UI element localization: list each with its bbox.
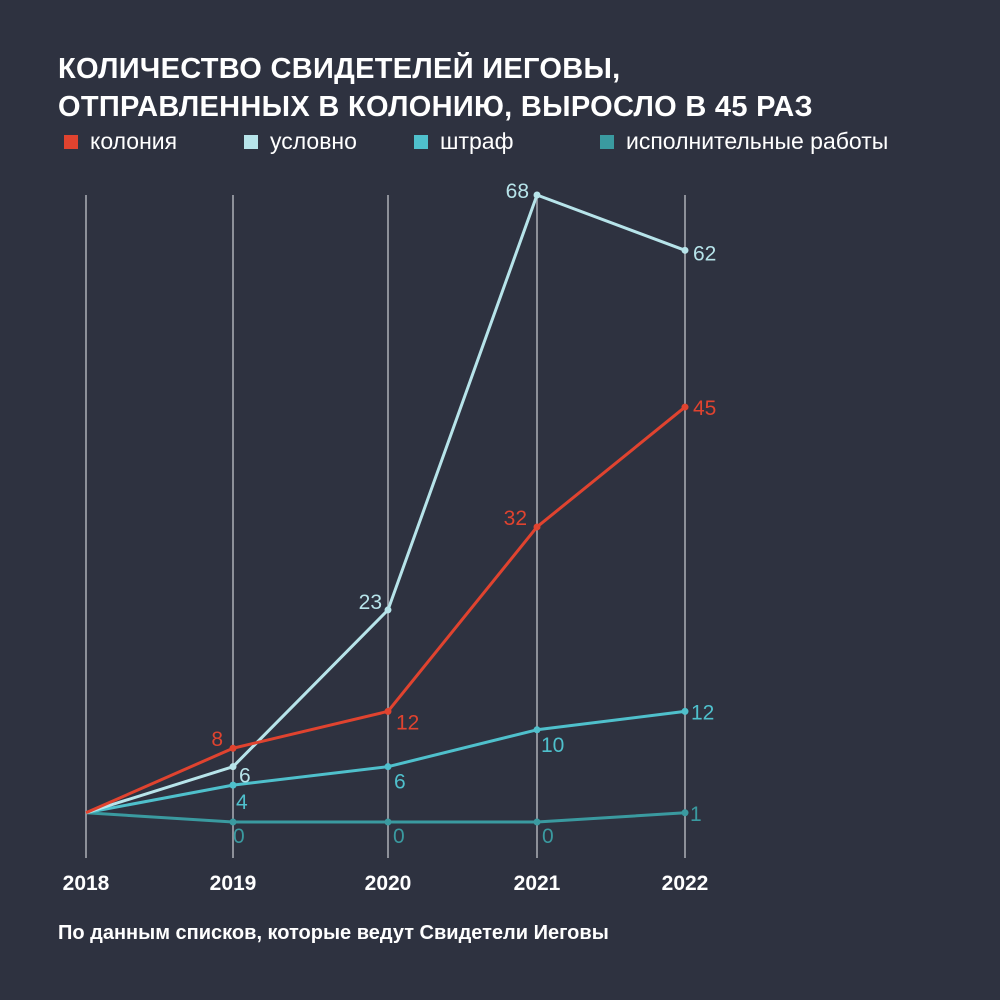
legend: колония условно штраф исполнительные раб… bbox=[0, 128, 1000, 156]
legend-swatch-colony bbox=[64, 134, 78, 149]
chart-title: КОЛИЧЕСТВО СВИДЕТЕЛЕЙ ИЕГОВЫ, ОТПРАВЛЕНН… bbox=[58, 50, 958, 126]
data-label-1-2020: 23 bbox=[359, 591, 382, 614]
x-tick-label-2021: 2021 bbox=[514, 872, 561, 895]
x-tick-label-2019: 2019 bbox=[210, 872, 257, 895]
data-point-2-2019 bbox=[229, 781, 237, 789]
data-point-2-2020 bbox=[384, 763, 392, 771]
data-label-2-2022: 12 bbox=[691, 701, 714, 724]
data-label-1-2022: 62 bbox=[693, 242, 716, 265]
data-label-3-2021: 0 bbox=[542, 825, 554, 848]
data-label-0-2020: 12 bbox=[396, 711, 419, 734]
data-point-1-2022 bbox=[681, 246, 689, 254]
data-label-3-2022: 1 bbox=[690, 803, 702, 826]
legend-item-fine: штраф bbox=[414, 128, 514, 155]
legend-item-suspended: условно bbox=[244, 128, 357, 155]
series-line-1 bbox=[85, 193, 686, 815]
data-label-3-2020: 0 bbox=[393, 825, 405, 848]
data-point-3-2021 bbox=[533, 818, 541, 826]
data-point-0-2020 bbox=[384, 707, 392, 715]
legend-swatch-fine bbox=[414, 134, 428, 149]
legend-label-colony: колония bbox=[90, 128, 178, 154]
legend-swatch-correctional-work bbox=[600, 134, 614, 149]
data-point-2-2021 bbox=[533, 726, 541, 734]
data-label-0-2022: 45 bbox=[693, 397, 716, 420]
x-tick-label-2018: 2018 bbox=[63, 872, 110, 895]
data-point-1-2019 bbox=[229, 763, 237, 771]
data-point-0-2022 bbox=[681, 403, 689, 411]
data-point-0-2021 bbox=[533, 523, 541, 531]
data-label-0-2021: 32 bbox=[504, 507, 527, 530]
data-label-3-2019: 0 bbox=[233, 825, 245, 848]
data-label-2-2019: 4 bbox=[236, 791, 248, 814]
legend-item-colony: колония bbox=[64, 128, 177, 155]
legend-item-correctional-work: исполнительные работы bbox=[600, 128, 888, 155]
legend-label-correctional-work: исполнительные работы bbox=[626, 128, 889, 154]
data-label-2-2021: 10 bbox=[541, 734, 564, 757]
legend-label-suspended: условно bbox=[270, 128, 357, 154]
title-line-1: КОЛИЧЕСТВО СВИДЕТЕЛЕЙ ИЕГОВЫ, bbox=[58, 53, 621, 85]
legend-swatch-suspended bbox=[244, 134, 258, 149]
data-point-0-2019 bbox=[229, 744, 237, 752]
data-point-3-2022 bbox=[681, 809, 689, 817]
legend-label-fine: штраф bbox=[440, 128, 514, 154]
x-tick-label-2022: 2022 bbox=[662, 872, 709, 895]
data-point-3-2019 bbox=[229, 818, 237, 826]
data-label-2-2020: 6 bbox=[394, 771, 406, 794]
data-point-1-2020 bbox=[384, 606, 392, 614]
data-label-0-2019: 8 bbox=[211, 728, 223, 751]
series-line-2 bbox=[85, 709, 686, 815]
title-line-2: ОТПРАВЛЕННЫХ В КОЛОНИЮ, ВЫРОСЛО В 45 РАЗ bbox=[58, 91, 813, 123]
x-tick-label-2020: 2020 bbox=[365, 872, 412, 895]
data-label-1-2019: 6 bbox=[239, 765, 251, 788]
data-point-1-2021 bbox=[533, 191, 541, 199]
data-point-2-2022 bbox=[681, 707, 689, 715]
data-label-1-2021: 68 bbox=[506, 180, 529, 203]
footnote: По данным списков, которые ведут Свидете… bbox=[58, 922, 609, 944]
data-point-3-2020 bbox=[384, 818, 392, 826]
